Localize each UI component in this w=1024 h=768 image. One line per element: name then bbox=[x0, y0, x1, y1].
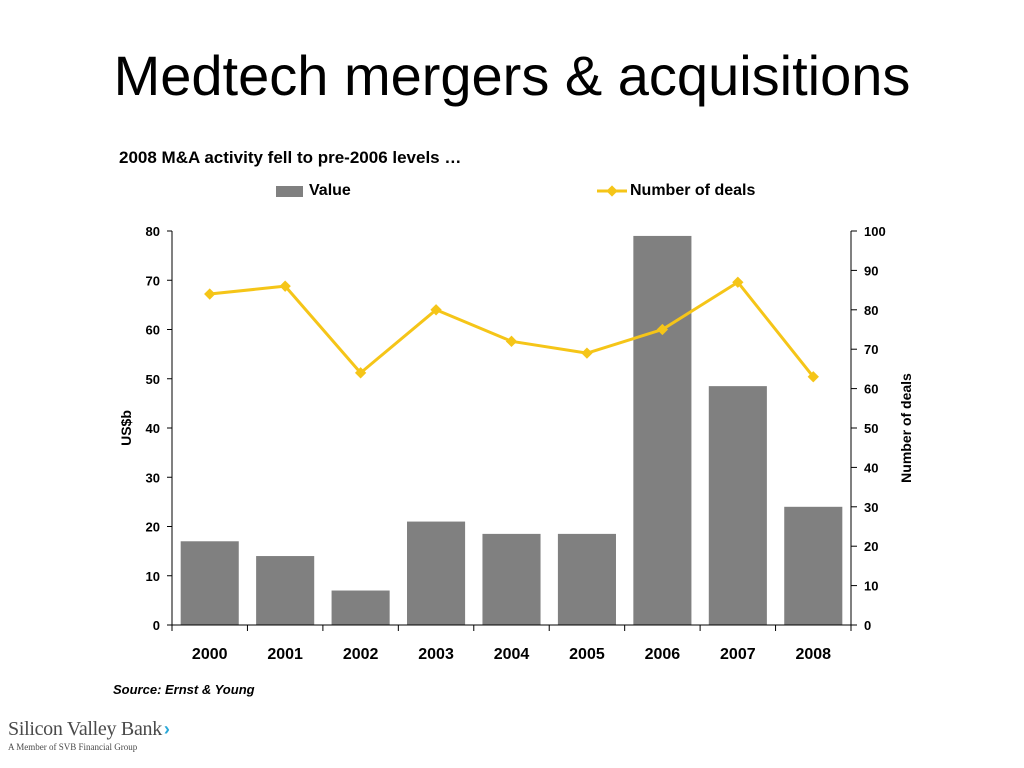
legend-label-deals: Number of deals bbox=[630, 182, 756, 199]
y2-tick-label-20: 20 bbox=[864, 539, 878, 554]
y-tick-label-50: 50 bbox=[146, 372, 160, 387]
y2-tick-label-50: 50 bbox=[864, 421, 878, 436]
x-tick-label-2002: 2002 bbox=[343, 646, 379, 663]
y-tick-label-40: 40 bbox=[146, 421, 160, 436]
x-tick-label-2005: 2005 bbox=[569, 646, 605, 663]
y-tick-label-10: 10 bbox=[146, 569, 160, 584]
y-tick-label-70: 70 bbox=[146, 273, 160, 288]
y2-tick-label-40: 40 bbox=[864, 460, 878, 475]
y-tick-label-0: 0 bbox=[153, 618, 160, 633]
bar-2002 bbox=[331, 590, 390, 625]
chart-title: 2008 M&A activity fell to pre-2006 level… bbox=[119, 148, 462, 167]
y-tick-label-80: 80 bbox=[146, 224, 160, 239]
bar-2001 bbox=[256, 556, 315, 625]
x-tick-label-2007: 2007 bbox=[720, 646, 756, 663]
y2-tick-label-10: 10 bbox=[864, 579, 878, 594]
y-tick-label-30: 30 bbox=[146, 470, 160, 485]
legend-item-value: Value bbox=[276, 181, 351, 201]
deals-point-2002 bbox=[354, 367, 367, 379]
deals-point-2007 bbox=[732, 276, 744, 288]
deals-point-2008 bbox=[807, 371, 819, 383]
x-tick-label-2006: 2006 bbox=[645, 646, 681, 663]
y-tick-label-20: 20 bbox=[146, 520, 160, 535]
y2-tick-label-90: 90 bbox=[864, 263, 878, 278]
y2-axis-title: Number of deals bbox=[898, 373, 914, 483]
deals-line bbox=[209, 280, 815, 378]
bar-2000 bbox=[180, 541, 239, 625]
bar-2008 bbox=[784, 506, 843, 625]
bar-2003 bbox=[407, 521, 466, 625]
deals-point-2005 bbox=[581, 347, 593, 359]
chevron-right-icon: › bbox=[163, 719, 170, 739]
source-note: Source: Ernst & Young bbox=[113, 682, 255, 697]
legend-swatch-value bbox=[276, 185, 303, 197]
x-tick-label-2004: 2004 bbox=[494, 646, 530, 663]
legend-line-deals bbox=[597, 185, 627, 197]
bar-2007 bbox=[708, 386, 767, 625]
logo-tagline: A Member of SVB Financial Group bbox=[8, 742, 138, 752]
y2-tick-label-60: 60 bbox=[864, 382, 878, 397]
y-tick-label-60: 60 bbox=[146, 323, 160, 338]
legend-label-value: Value bbox=[309, 182, 351, 199]
x-tick-label-2003: 2003 bbox=[418, 646, 454, 663]
deals-point-2003 bbox=[430, 304, 442, 316]
bar-2004 bbox=[482, 533, 541, 625]
y2-tick-label-30: 30 bbox=[864, 500, 878, 515]
y2-tick-label-0: 0 bbox=[864, 618, 871, 633]
bar-2005 bbox=[557, 533, 616, 625]
y2-tick-label-100: 100 bbox=[864, 224, 886, 239]
x-tick-label-2000: 2000 bbox=[192, 646, 228, 663]
svb-logo: Silicon Valley Bank › A Member of SVB Fin… bbox=[8, 718, 170, 752]
deals-point-2000 bbox=[204, 288, 216, 300]
legend-item-deals: Number of deals bbox=[597, 181, 755, 201]
deals-point-2004 bbox=[505, 335, 518, 347]
deals-point-2006 bbox=[656, 323, 669, 336]
y2-tick-label-80: 80 bbox=[864, 303, 878, 318]
y-axis-title: US$b bbox=[118, 410, 134, 446]
x-tick-label-2008: 2008 bbox=[795, 646, 831, 663]
page-title: Medtech mergers & acquisitions bbox=[113, 44, 911, 107]
x-tick-label-2001: 2001 bbox=[267, 646, 303, 663]
deals-point-2001 bbox=[279, 280, 291, 292]
logo-name: Silicon Valley Bank bbox=[8, 718, 162, 740]
bar-2006 bbox=[633, 235, 692, 626]
y2-tick-label-70: 70 bbox=[864, 342, 878, 357]
